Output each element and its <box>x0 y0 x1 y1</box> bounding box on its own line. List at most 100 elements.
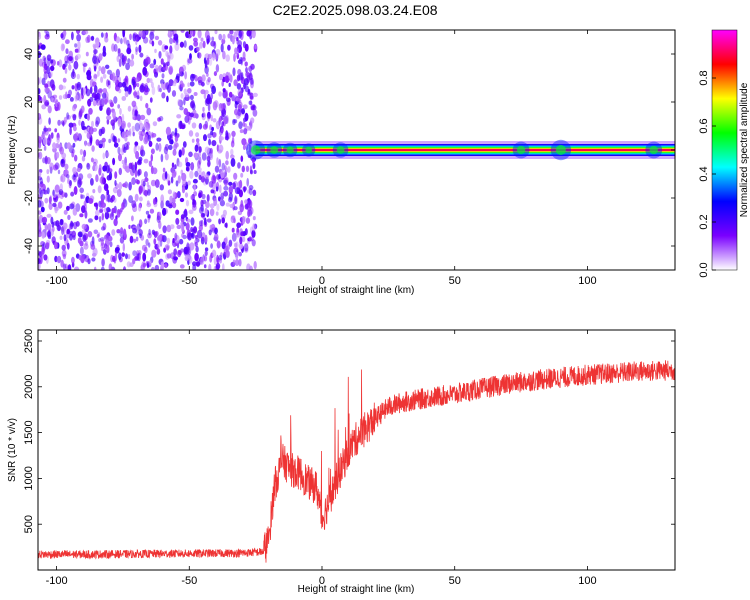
spectrogram-noise-speck <box>92 247 98 256</box>
spectrogram-noise-speck <box>198 192 202 199</box>
spectrogram-noise-speck <box>60 259 64 268</box>
spectrogram-noise-speck <box>212 101 216 107</box>
spectrogram-noise-speck <box>58 95 63 100</box>
spectrogram-noise-speck <box>97 88 103 93</box>
spectrogram-noise-speck <box>38 33 42 40</box>
spectrogram-noise-speck <box>191 204 197 211</box>
spectrogram-noise-speck <box>237 88 243 97</box>
spectrogram-noise-speck <box>176 114 182 119</box>
spectrogram-noise-speck <box>50 59 54 64</box>
spectrogram-noise-speck <box>173 256 179 261</box>
spectrogram-noise-speck <box>250 169 253 175</box>
spectrogram-noise-speck <box>189 81 195 87</box>
spectrogram-noise-speck <box>224 165 227 171</box>
spectrogram-noise-speck <box>151 86 156 96</box>
spectrogram-noise-speck <box>111 207 117 214</box>
spectrogram-noise-speck <box>234 259 240 266</box>
spectrogram-noise-speck <box>98 164 102 173</box>
spectrogram-noise-speck <box>121 252 125 257</box>
spectrogram-noise-speck <box>189 242 195 251</box>
spectrogram-noise-speck <box>208 57 213 66</box>
spectrogram-noise-speck <box>53 98 58 104</box>
spectrogram-noise-speck <box>145 210 150 215</box>
spectrogram-noise-speck <box>188 255 193 264</box>
spectrogram-band-layer <box>255 148 675 152</box>
spectrogram-noise-speck <box>116 229 121 234</box>
spectrogram-noise-speck <box>69 233 73 241</box>
spectrogram-noise-speck <box>122 30 125 38</box>
spectrogram-noise-speck <box>185 111 189 118</box>
spectrogram-noise-speck <box>55 143 60 149</box>
spectrogram-noise-speck <box>208 229 212 236</box>
spectrogram-noise-speck <box>38 51 42 58</box>
spectrogram-noise-speck <box>61 159 64 164</box>
spectrogram-noise-speck <box>225 244 231 251</box>
spectrogram-noise-speck <box>177 175 181 184</box>
spectrogram-noise-speck <box>146 77 151 84</box>
spectrogram-noise-speck <box>225 130 229 139</box>
spectrogram-noise-speck <box>194 75 198 82</box>
spectrogram-noise-speck <box>73 221 78 230</box>
spectrogram-noise-speck <box>44 223 48 231</box>
spectrogram-noise-speck <box>114 171 118 179</box>
spectrogram-noise-speck <box>134 34 140 42</box>
y-tick-label: 40 <box>23 48 35 60</box>
spectrogram-noise-speck <box>46 169 50 175</box>
spectrogram-noise-speck <box>56 225 62 231</box>
spectrogram-noise-speck <box>128 181 132 191</box>
spectrogram-noise-speck <box>84 210 88 219</box>
spectrogram-noise-speck <box>86 113 90 121</box>
spectrogram-noise-speck <box>219 199 225 207</box>
spectrogram-noise-speck <box>112 135 116 143</box>
spectrogram-noise-speck <box>122 228 127 237</box>
spectrogram-noise-speck <box>98 216 102 223</box>
spectrogram-noise-speck <box>187 180 191 186</box>
spectrogram-noise-speck <box>158 51 162 59</box>
spectrogram-noise-speck <box>150 179 156 187</box>
spectrogram-noise-speck <box>173 141 178 149</box>
spectrogram-noise-speck <box>38 187 42 195</box>
spectrogram-noise-speck <box>124 91 129 98</box>
spectrogram-noise-speck <box>61 244 66 251</box>
spectrogram-noise-speck <box>218 91 222 97</box>
spectrogram-noise-speck <box>74 266 80 270</box>
spectrogram-noise-speck <box>183 97 186 106</box>
spectrogram-noise-speck <box>65 48 69 55</box>
spectrogram-noise-speck <box>204 176 209 185</box>
spectrogram-noise-speck <box>181 172 187 182</box>
spectrogram-noise-speck <box>195 138 200 143</box>
spectrogram-noise-speck <box>100 239 104 247</box>
spectrogram-noise-speck <box>62 77 67 83</box>
x-tick-label: -50 <box>181 275 197 287</box>
spectrogram-noise-speck <box>91 236 95 245</box>
y-tick-label: 1500 <box>23 420 35 444</box>
spectrogram-noise-speck <box>185 162 191 167</box>
spectrogram-noise-speck <box>59 183 63 192</box>
spectrogram-noise-speck <box>71 31 74 41</box>
spectrogram-noise-speck <box>43 145 47 151</box>
spectrogram-noise-speck <box>74 43 78 48</box>
spectrogram-noise-speck <box>180 93 184 99</box>
spectrogram-noise-speck <box>189 170 194 179</box>
spectrogram-noise-speck <box>57 201 63 209</box>
spectrogram-noise-speck <box>95 41 100 48</box>
spectrogram-noise-speck <box>89 137 93 145</box>
spectrogram-noise-speck <box>177 99 181 107</box>
spectrogram-noise-speck <box>66 112 70 120</box>
spectrogram-noise-speck <box>139 233 142 239</box>
spectrogram-noise-speck <box>48 117 51 125</box>
spectrogram-noise-speck <box>169 224 175 230</box>
spectrogram-noise-speck <box>42 55 46 62</box>
spectrogram-noise-speck <box>206 57 210 65</box>
spectrogram-noise-speck <box>200 176 206 183</box>
spectrogram-noise-speck <box>191 138 195 143</box>
spectrogram-noise-speck <box>74 154 78 162</box>
spectrogram-noise-speck <box>77 237 82 244</box>
spectrogram-noise-speck <box>248 188 253 196</box>
spectrogram-noise-speck <box>201 212 206 218</box>
spectrogram-noise-speck <box>106 115 112 120</box>
spectrogram-noise-speck <box>204 234 208 243</box>
spectrogram-noise-speck <box>241 165 245 173</box>
spectrogram-noise-speck <box>64 67 68 74</box>
spectrogram-noise-speck <box>72 176 77 183</box>
